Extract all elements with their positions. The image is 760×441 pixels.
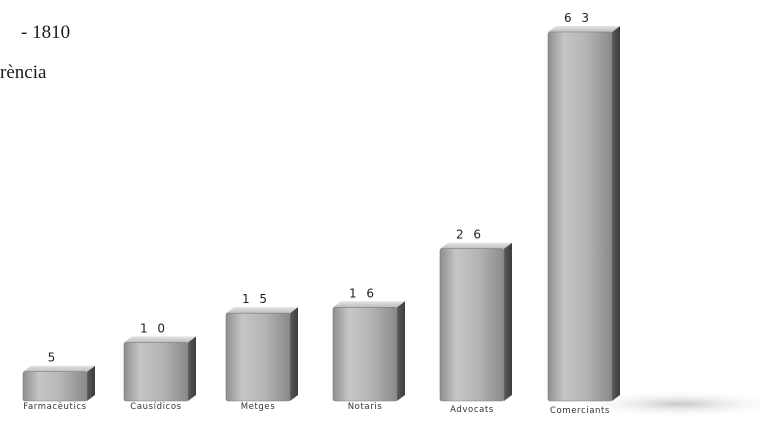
category-label: Notaris [348, 402, 383, 412]
value-label: 2 6 [456, 228, 484, 242]
bar-notaris [332, 301, 405, 402]
value-label: 6 3 [564, 11, 592, 25]
value-label: 1 5 [242, 292, 270, 306]
value-label: 1 0 [140, 321, 168, 335]
bar-metges [225, 307, 298, 402]
category-label: Comerciants [550, 406, 610, 416]
category-label: Causídicos [130, 402, 181, 412]
chart-title-line-2: rència [0, 62, 47, 83]
category-label: Farmacèutics [23, 401, 86, 412]
category-label: Advocats [450, 405, 494, 415]
bar-shadow [570, 390, 760, 418]
category-label: Metges [241, 402, 276, 412]
bar-advocats [439, 242, 512, 402]
chart-title-line-1: - 1810 [21, 22, 71, 43]
value-label: 1 6 [349, 286, 377, 300]
bar-causídicos [123, 336, 196, 402]
bar-farmacèutics [22, 365, 95, 402]
bar-comerciants [547, 26, 620, 402]
value-label: 5 [48, 351, 59, 365]
